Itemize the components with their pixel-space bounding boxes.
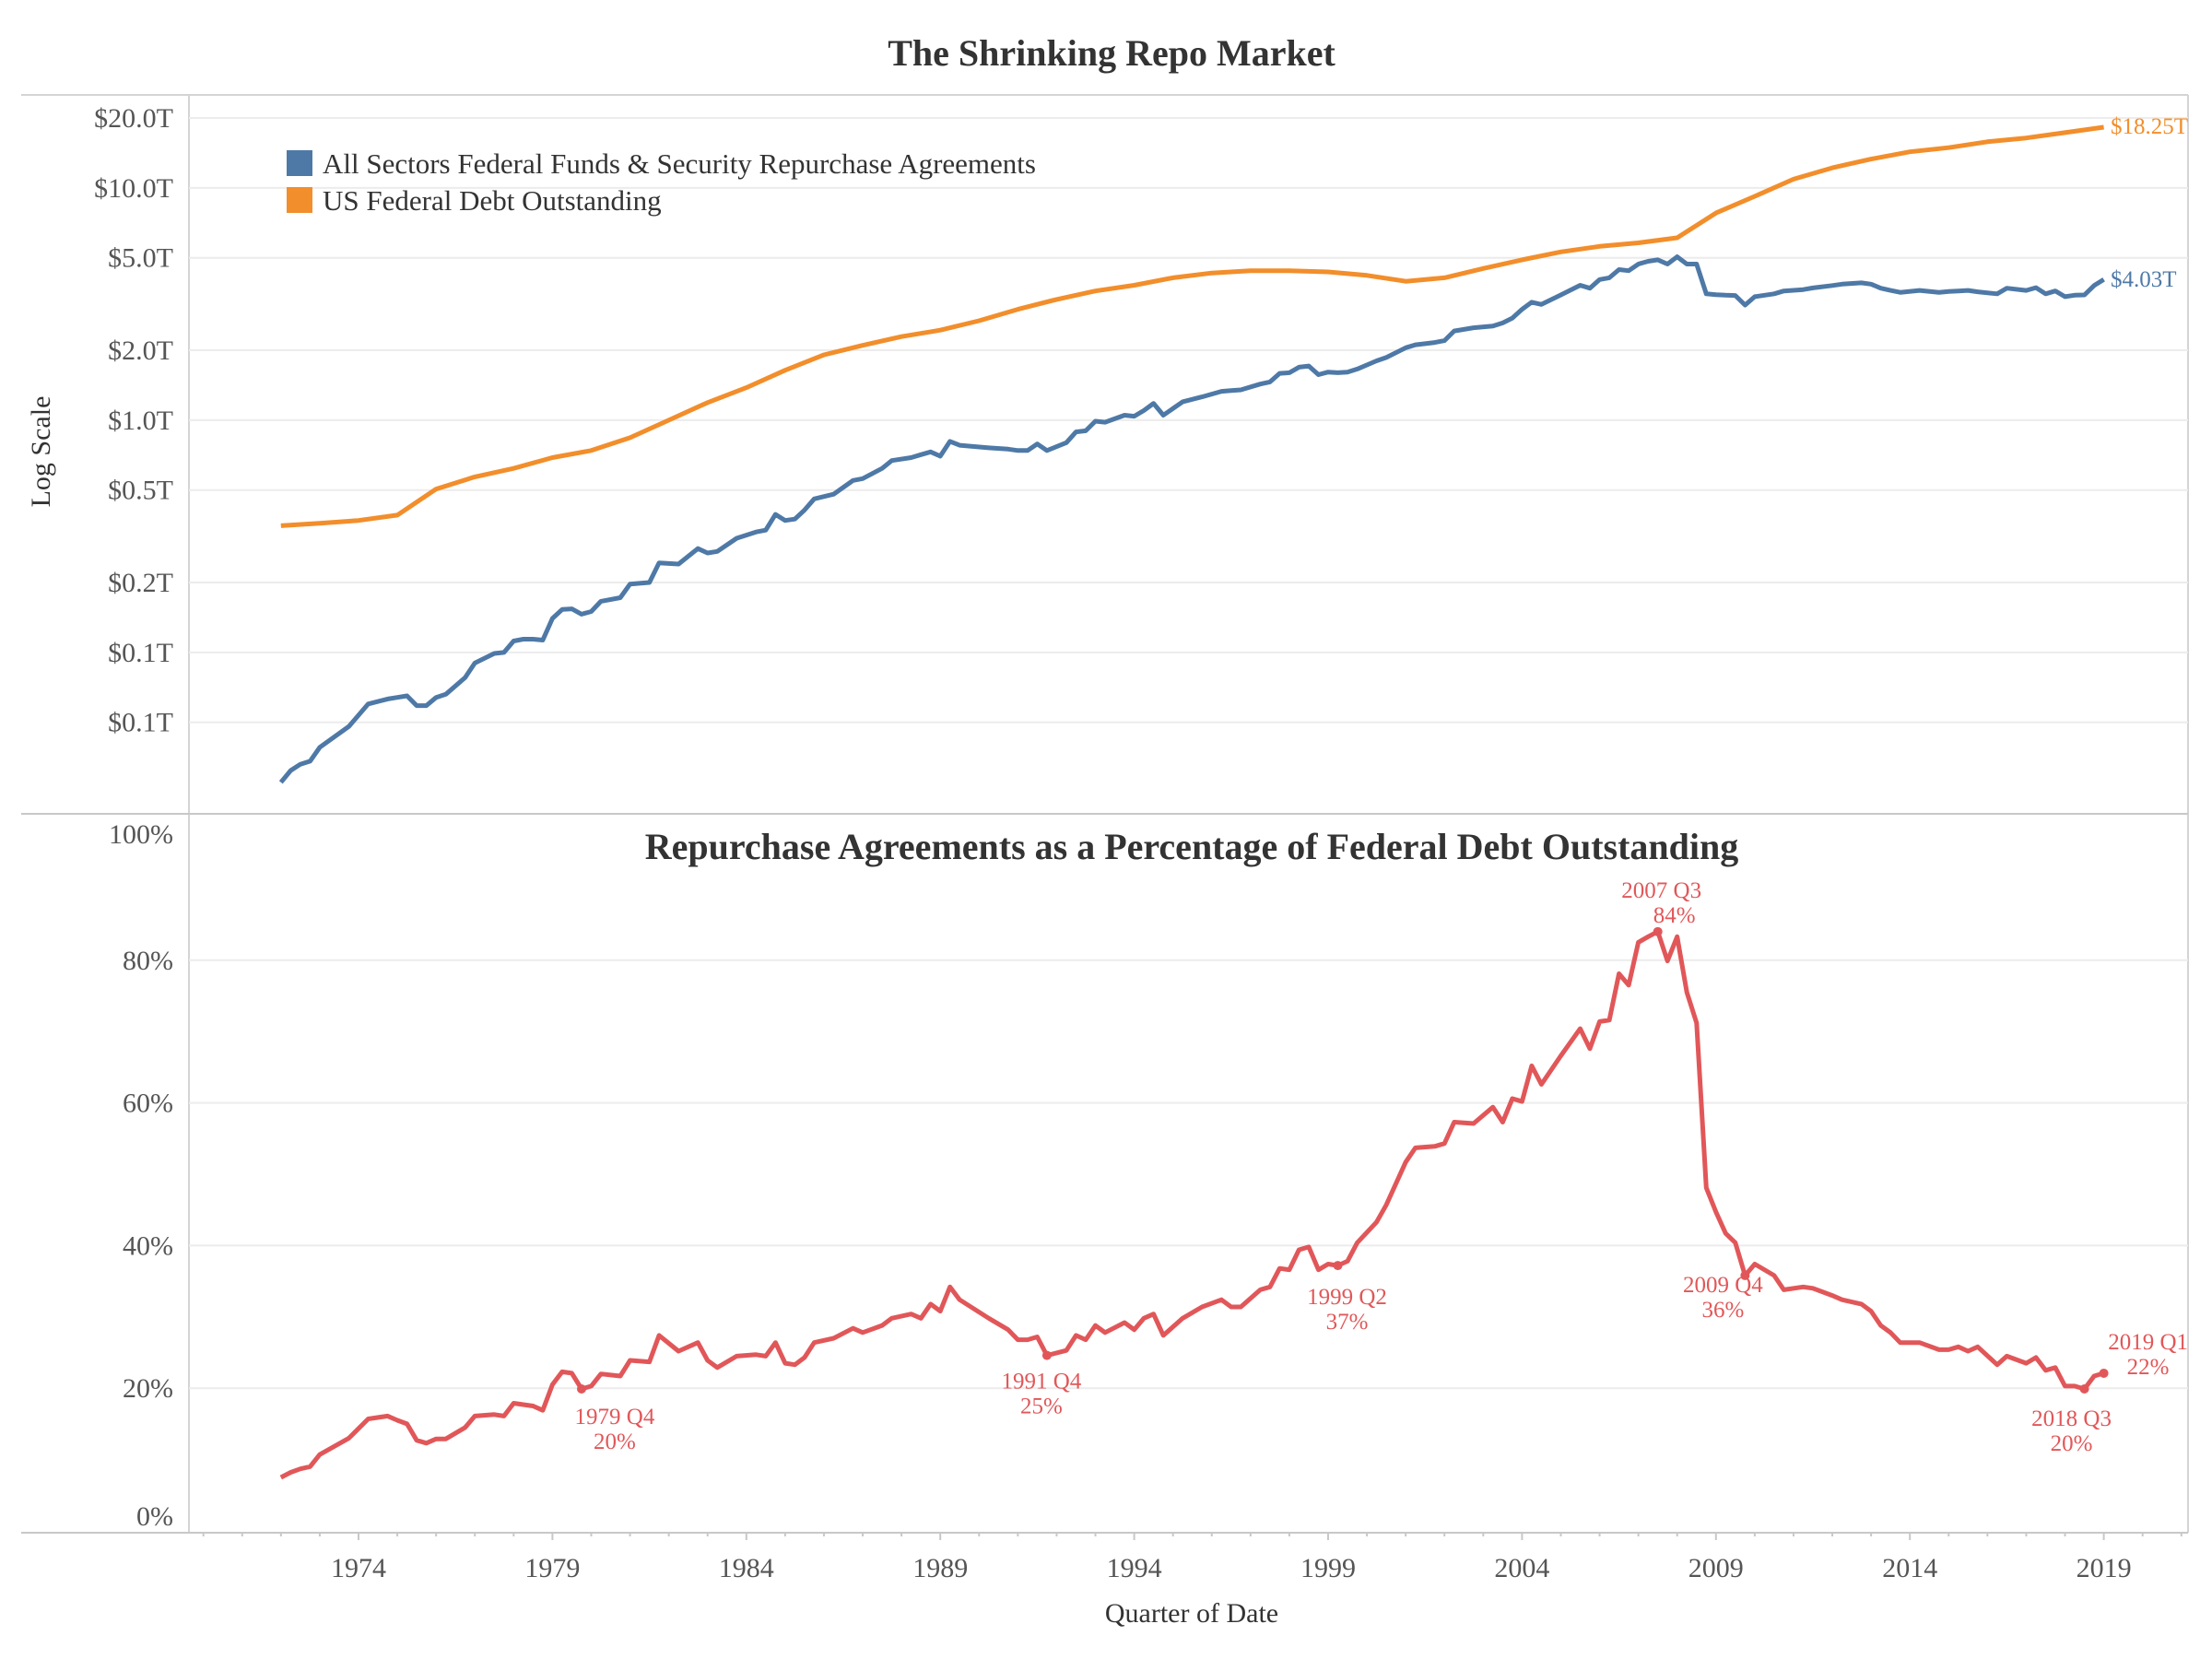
annotation-label: 2009 Q4: [1683, 1273, 1763, 1298]
annotation-label: 2018 Q3: [2031, 1406, 2112, 1431]
debt-end-label: $18.25T: [2111, 114, 2188, 139]
y-tick-label: 80%: [123, 946, 173, 976]
annotation-marker: [1740, 1270, 1750, 1280]
y-tick-label: $10.0T: [94, 173, 173, 204]
y-tick-label: 100%: [109, 819, 173, 850]
annotation-label: 2007 Q3: [1621, 878, 1701, 903]
y-tick-label: 20%: [123, 1373, 173, 1404]
annotation-label: 1979 Q4: [575, 1405, 655, 1430]
annotation-marker: [1333, 1261, 1343, 1271]
y-tick-label: $20.0T: [94, 103, 173, 134]
y-tick-label: $0.1T: [108, 708, 173, 738]
x-tick-label: 2009: [1688, 1553, 1744, 1583]
x-tick-label: 2004: [1494, 1553, 1549, 1583]
x-axis-ticks: 1974 1979 1984 1989 1994 1999 2004 2009 2014 2019: [202, 1533, 2183, 1583]
x-axis-label: Quarter of Date: [1105, 1598, 1278, 1629]
x-tick-label: 2019: [2077, 1553, 2132, 1583]
y-tick-label: $1.0T: [108, 406, 173, 436]
pct-line: [279, 929, 2105, 1480]
y-tick-label: 40%: [123, 1230, 173, 1261]
legend-label-debt: US Federal Debt Outstanding: [323, 184, 662, 217]
y-tick-label: $5.0T: [108, 243, 173, 274]
legend-swatch-debt: [287, 187, 312, 213]
top-gridlines: $20.0T $10.0T $5.0T $2.0T $1.0T $0.5T $0.2T $0.…: [94, 103, 2188, 738]
x-tick-label: 1974: [331, 1553, 386, 1583]
legend-swatch-repo: [287, 150, 312, 176]
top-series: [278, 124, 2105, 784]
series-line: [278, 254, 2105, 784]
bottom-gridlines: 100% 80% 60% 40% 20% 0%: [109, 819, 2188, 1532]
annotation-value: 84%: [1653, 903, 1696, 928]
annotation-marker: [2079, 1383, 2089, 1394]
annotation-value: 20%: [2051, 1431, 2093, 1456]
pct-series: [279, 929, 2105, 1480]
y-tick-label: 0%: [136, 1501, 173, 1532]
annotation-marker: [1653, 926, 1663, 936]
x-tick-label: 1979: [524, 1553, 580, 1583]
legend: All Sectors Federal Funds & Security Rep…: [287, 147, 1036, 217]
annotation-marker: [1041, 1350, 1052, 1360]
y-tick-label: $0.1T: [108, 638, 173, 668]
main-title: The Shrinking Repo Market: [888, 32, 1335, 74]
x-tick-label: 2014: [1882, 1553, 1937, 1583]
x-tick-label: 1984: [719, 1553, 774, 1583]
y-tick-label: $2.0T: [108, 335, 173, 366]
annotation-value: 37%: [1326, 1310, 1369, 1335]
annotation-label: 1991 Q4: [1002, 1370, 1082, 1394]
legend-label-repo: All Sectors Federal Funds & Security Rep…: [323, 147, 1036, 180]
annotation-value: 25%: [1020, 1394, 1063, 1419]
annotation-value: 20%: [594, 1430, 636, 1454]
repo-end-label: $4.03T: [2111, 267, 2177, 292]
annotation-marker: [2099, 1368, 2109, 1378]
annotation-label: 2019 Q1: [2108, 1330, 2188, 1355]
annotation-value: 36%: [1701, 1298, 1744, 1323]
bottom-chart-title: Repurchase Agreements as a Percentage of…: [645, 826, 1739, 867]
annotation-marker: [576, 1383, 586, 1394]
y-axis-label-log-scale: Log Scale: [26, 396, 56, 508]
y-tick-label: $0.5T: [108, 476, 173, 506]
x-tick-label: 1999: [1300, 1553, 1356, 1583]
annotation-label: 1999 Q2: [1307, 1285, 1387, 1310]
series-line: [280, 124, 2104, 528]
x-tick-label: 1994: [1107, 1553, 1162, 1583]
y-tick-label: 60%: [123, 1088, 173, 1119]
x-tick-label: 1989: [912, 1553, 968, 1583]
y-tick-label: $0.2T: [108, 568, 173, 598]
annotation-value: 22%: [2127, 1355, 2170, 1380]
chart-frame: [21, 94, 2189, 1534]
